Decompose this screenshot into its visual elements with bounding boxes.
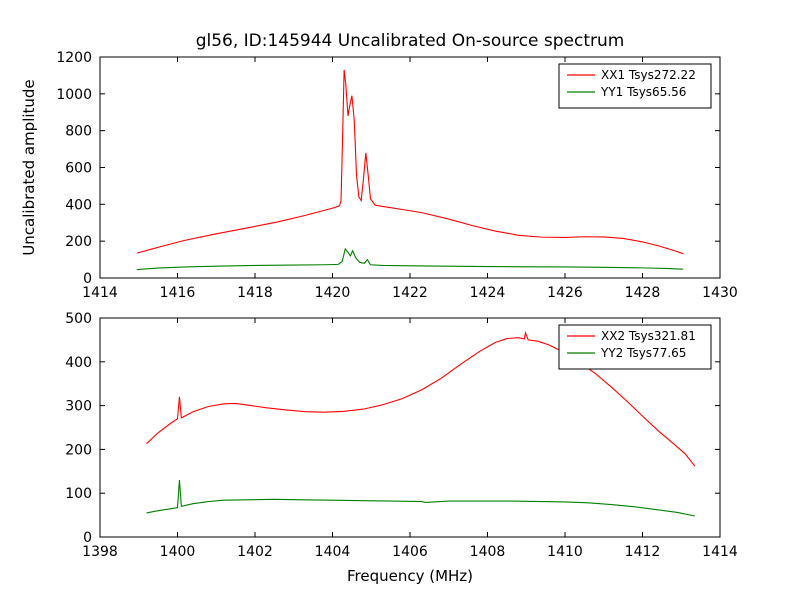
x-tick-label: 1420 — [315, 285, 351, 301]
series-line-YY1 — [136, 247, 684, 271]
y-tick-label: 300 — [65, 399, 92, 415]
x-tick-label: 1400 — [160, 544, 196, 560]
legend-box — [558, 324, 712, 370]
series-line-XX1 — [136, 69, 684, 255]
x-tick-label: 1424 — [470, 285, 506, 301]
legend: XX1 Tsys272.22 YY1 Tsys65.56 — [558, 63, 712, 109]
chart-title: gl56, ID:145944 Uncalibrated On-source s… — [196, 31, 625, 51]
y-tick-label: 800 — [65, 124, 92, 140]
y-tick-label: 600 — [65, 161, 92, 177]
y-axis-label: Uncalibrated amplitude — [20, 79, 38, 255]
series-line-XX2 — [146, 330, 696, 467]
x-tick-label: 1402 — [237, 544, 273, 560]
y-tick-label: 500 — [65, 311, 92, 327]
y-tick-label: 0 — [83, 530, 92, 546]
x-tick-label: 1414 — [702, 544, 738, 560]
x-tick-label: 1422 — [392, 285, 428, 301]
x-tick-label: 1412 — [625, 544, 661, 560]
legend-label: YY1 Tsys65.56 — [600, 85, 686, 99]
x-tick-label: 1428 — [625, 285, 661, 301]
x-tick-label: 1408 — [470, 544, 506, 560]
x-tick-label: 1418 — [237, 285, 273, 301]
x-tick-label: 1410 — [547, 544, 583, 560]
x-axis-label: Frequency (MHz) — [347, 567, 473, 585]
y-tick-label: 400 — [65, 197, 92, 213]
x-tick-label: 1426 — [547, 285, 583, 301]
y-tick-label: 400 — [65, 355, 92, 371]
y-tick-label: 0 — [83, 271, 92, 287]
x-tick-label: 1414 — [82, 285, 118, 301]
y-tick-label: 1200 — [56, 50, 92, 66]
series-line-YY2 — [146, 480, 695, 517]
legend-box — [558, 63, 712, 109]
y-tick-label: 200 — [65, 234, 92, 250]
x-tick-label: 1406 — [392, 544, 428, 560]
y-tick-label: 1000 — [56, 87, 92, 103]
subplot-1: 1414 1416 1418 1420 1422 1424 1426 1428 1430 0 200… — [20, 31, 738, 301]
x-tick-label: 1416 — [160, 285, 196, 301]
y-tick-label: 100 — [65, 486, 92, 502]
x-tick-label: 1404 — [315, 544, 351, 560]
subplot-2: 1398 1400 1402 1404 1406 1408 1410 1412 1414 0 100… — [65, 311, 738, 585]
y-tick-label: 200 — [65, 442, 92, 458]
legend: XX2 Tsys321.81 YY2 Tsys77.65 — [558, 324, 712, 370]
legend-label: YY2 Tsys77.65 — [600, 346, 686, 360]
legend-label: XX2 Tsys321.81 — [601, 329, 696, 343]
legend-label: XX1 Tsys272.22 — [601, 68, 696, 82]
x-tick-label: 1398 — [82, 544, 118, 560]
x-tick-label: 1430 — [702, 285, 738, 301]
